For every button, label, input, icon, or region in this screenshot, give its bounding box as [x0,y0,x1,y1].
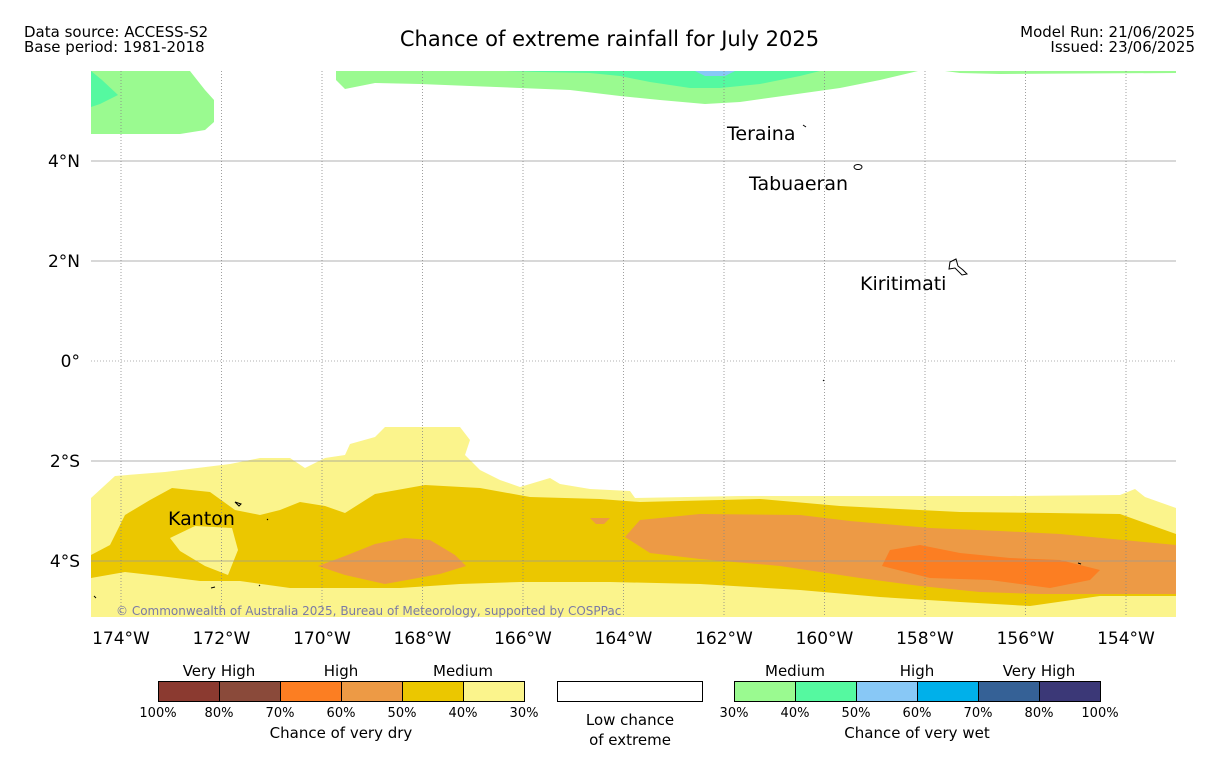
legend-dry-tick: 30% [509,706,539,721]
legend-dry-tick: 40% [448,706,478,721]
lon-label: 166°W [494,629,552,649]
legend-low-swatch [557,681,703,702]
legend-wet-category: Medium [765,662,825,680]
legend-wet-tick: 50% [841,706,871,721]
small-island-4 [93,595,97,599]
small-island-3 [1077,562,1082,565]
wet-zone-north-central-peak [695,71,735,76]
legend-wet-swatch [1039,681,1101,702]
small-island-2 [266,518,269,521]
legend-dry-swatch [341,681,403,702]
lon-label: 154°W [1097,629,1155,649]
legend-wet-category: High [899,662,935,680]
legend-wet-category: Very High [1002,662,1076,680]
legend-dry-tick: 100% [139,706,177,721]
legend-wet-caption: Chance of very wet [844,724,990,742]
legend-dry-swatch [463,681,525,702]
copyright-text: © Commonwealth of Australia 2025, Bureau… [116,604,621,618]
dry-zone-high-peak [882,545,1100,588]
legend-dry-swatch [219,681,281,702]
small-island-6 [258,584,261,587]
legend-low-caption-line1: Low chance [585,711,675,729]
small-island-1 [210,586,216,589]
legend-low-caption: Low chance of extreme [557,710,703,750]
lon-label: 174°W [92,629,150,649]
legend-low-caption-line2: of extreme [589,731,671,749]
place-label-tabuaeran: Tabuaeran [748,173,848,195]
lat-label: 2°S [50,452,80,472]
data-source-text: Data source: ACCESS-S2 [24,23,209,41]
gridlines [91,71,1176,617]
header-right: Model Run: 21/06/2025 Issued: 23/06/2025 [1020,25,1195,55]
legend-dry-tick: 70% [265,706,295,721]
legend-dry-tick: 50% [387,706,417,721]
lon-label: 160°W [796,629,854,649]
page-title: Chance of extreme rainfall for July 2025 [399,27,820,51]
lat-label: 2°N [48,252,80,272]
lon-label: 172°W [193,629,251,649]
legend-dry-category: Very High [182,662,256,680]
legend-wet-tick: 100% [1081,706,1119,721]
latitude-labels: 4°N 2°N 0° 2°S 4°S [48,152,80,572]
islands [93,124,1082,599]
lon-label: 164°W [595,629,653,649]
legend-wet-tick: 70% [963,706,993,721]
legend-dry-swatch [402,681,464,702]
legend-wet-tick: 80% [1024,706,1054,721]
lat-label: 4°N [48,152,80,172]
base-period-text: Base period: 1981-2018 [24,38,205,56]
legend-wet-tick: 30% [719,706,749,721]
legend-dry-category: High [323,662,359,680]
map-fields [91,71,1176,617]
lat-label: 0° [61,352,80,372]
lon-label: 158°W [896,629,954,649]
rainfall-map: Teraina Tabuaeran Kiritimati Kanton © Co… [48,71,1176,649]
small-island-5 [822,379,825,382]
legend-wet-tick: 60% [902,706,932,721]
legend-dry-tick: 80% [204,706,234,721]
lon-label: 170°W [293,629,351,649]
legend-wet-swatch [734,681,796,702]
kanton-island-outline [234,501,242,507]
place-label-kiritimati: Kiritimati [860,273,946,295]
header-left: Data source: ACCESS-S2 Base period: 1981… [24,25,208,55]
legend-dry-tick: 60% [326,706,356,721]
place-label-kanton: Kanton [168,508,235,530]
legend-dry-category: Medium [433,662,493,680]
teraina-island-outline [802,124,807,128]
place-label-teraina: Teraina [726,123,796,145]
lon-label: 168°W [394,629,452,649]
longitude-labels: 174°W 172°W 170°W 168°W 166°W 164°W 162°W 160°W… [92,629,1155,649]
tabuaeran-island-outline [853,164,863,170]
legend-wet-swatch [795,681,857,702]
lon-label: 162°W [695,629,753,649]
legend-wet-swatch [917,681,979,702]
dry-zone-medium-gap [170,526,238,575]
issued-text: Issued: 23/06/2025 [1050,38,1195,56]
wet-zone-northwest [91,71,214,134]
legend-dry-swatch [158,681,220,702]
legend-dry-swatch [280,681,342,702]
kiritimati-island-outline [948,258,969,276]
legend-dry-caption: Chance of very dry [269,724,413,742]
wet-zone-northwest-core [91,71,118,107]
legend-wet-tick: 40% [780,706,810,721]
lat-label: 4°S [50,552,80,572]
wet-zone-northeast [945,71,1176,74]
place-labels: Teraina Tabuaeran Kiritimati Kanton [168,123,946,530]
model-run-text: Model Run: 21/06/2025 [1020,23,1195,41]
wet-zone-north-central-core [505,71,820,88]
legend-wet-swatch [856,681,918,702]
lon-label: 156°W [997,629,1055,649]
legend-wet-swatch [978,681,1040,702]
